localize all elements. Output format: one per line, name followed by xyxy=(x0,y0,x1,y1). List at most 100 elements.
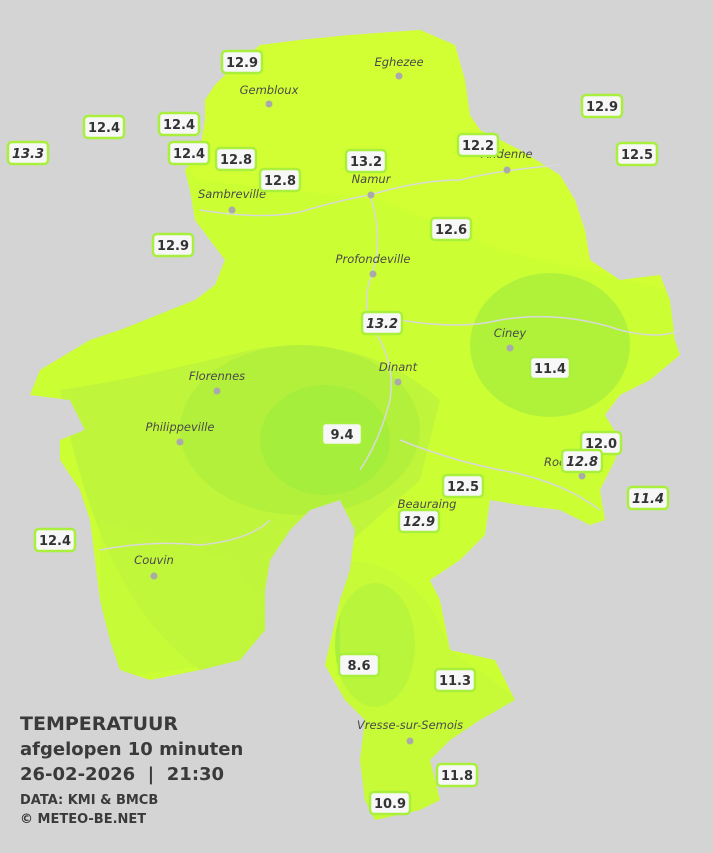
station: 13.2 xyxy=(344,148,388,174)
station-box xyxy=(320,421,364,447)
station-value: 12.8 xyxy=(264,174,296,189)
station-box xyxy=(368,790,412,816)
city-dot xyxy=(503,166,511,174)
station-box xyxy=(337,652,381,678)
station-box xyxy=(615,141,659,167)
station: 13.2 xyxy=(360,310,404,336)
station-box xyxy=(33,527,77,553)
station-value: 12.4 xyxy=(88,121,120,136)
station: 12.8 xyxy=(214,146,258,172)
station: 10.9 xyxy=(368,790,412,816)
station-value: 12.9 xyxy=(226,56,258,71)
station-value: 12.4 xyxy=(39,534,71,549)
legend-datetime: 26-02-2026 | 21:30 xyxy=(20,764,224,785)
station-value: 11.4 xyxy=(534,362,566,377)
station: 12.4 xyxy=(82,114,126,140)
station: 11.4 xyxy=(528,355,572,381)
station-box xyxy=(456,132,500,158)
station: 12.9 xyxy=(151,232,195,258)
station-box xyxy=(435,762,479,788)
city-dot xyxy=(176,438,184,446)
station: 12.9 xyxy=(580,93,624,119)
station-value: 11.4 xyxy=(632,492,664,507)
station: 12.5 xyxy=(615,141,659,167)
city-dot xyxy=(213,387,221,395)
station: 12.4 xyxy=(167,140,211,166)
station-box xyxy=(214,146,258,172)
station-box xyxy=(220,49,264,75)
city-label: Philippeville xyxy=(146,420,215,434)
station-value: 12.2 xyxy=(462,139,494,154)
station-box xyxy=(397,508,441,534)
station: 12.8 xyxy=(258,167,302,193)
city-label: Namur xyxy=(352,172,392,186)
station-value: 9.4 xyxy=(330,428,353,443)
station-box xyxy=(151,232,195,258)
station-value: 12.4 xyxy=(163,118,195,133)
cities: EghezeeGemblouxAndenneNamurSambrevillePr… xyxy=(134,55,601,745)
station-value: 11.8 xyxy=(441,769,473,784)
station-value: 12.9 xyxy=(157,239,189,254)
station: 12.9 xyxy=(220,49,264,75)
station-value: 13.2 xyxy=(366,317,398,332)
city-dot xyxy=(228,206,236,214)
zone xyxy=(100,520,260,680)
station-value: 12.4 xyxy=(173,147,205,162)
station: 12.2 xyxy=(456,132,500,158)
station: 12.5 xyxy=(441,473,485,499)
station-value: 12.5 xyxy=(447,480,479,495)
stations: 12.9 12.4 12.4 13.3 12.4 12.8 12.8 13.2 12.2 12.9… xyxy=(6,49,670,816)
city-label: Eghezee xyxy=(374,55,423,69)
zone xyxy=(470,273,630,417)
station-value: 12.8 xyxy=(566,455,598,470)
station-value: 8.6 xyxy=(347,659,370,674)
legend: TEMPERATUUR afgelopen 10 minuten 26-02-2… xyxy=(20,713,243,827)
station-value: 13.3 xyxy=(12,147,44,162)
station: 12.4 xyxy=(33,527,77,553)
city-dot xyxy=(265,100,273,108)
city-dot xyxy=(150,572,158,580)
station-value: 12.6 xyxy=(435,223,467,238)
station: 13.3 xyxy=(6,140,50,166)
station: 8.6 xyxy=(337,652,381,678)
station: 12.8 xyxy=(560,448,604,474)
station-value: 12.5 xyxy=(621,148,653,163)
station-value: 13.2 xyxy=(350,155,382,170)
station-box xyxy=(157,111,201,137)
station: 9.4 xyxy=(320,421,364,447)
city-label: Florennes xyxy=(189,369,245,383)
station-box xyxy=(433,667,477,693)
station-box xyxy=(6,140,50,166)
station: 11.4 xyxy=(626,485,670,511)
city-label: Profondeville xyxy=(336,252,411,266)
station: 11.8 xyxy=(435,762,479,788)
city-label: Beauraing xyxy=(398,497,457,511)
station-value: 10.9 xyxy=(374,797,406,812)
city-dot xyxy=(406,737,414,745)
city-dot xyxy=(369,270,377,278)
station-value: 12.8 xyxy=(220,153,252,168)
city-label: Vresse-sur-Semois xyxy=(357,718,463,732)
city-dot xyxy=(506,344,514,352)
station-box xyxy=(441,473,485,499)
station: 11.3 xyxy=(433,667,477,693)
station: 12.9 xyxy=(397,508,441,534)
station-box xyxy=(626,485,670,511)
city-dot xyxy=(395,72,403,80)
city-label: Dinant xyxy=(379,360,418,374)
station: 12.6 xyxy=(429,216,473,242)
station-box xyxy=(429,216,473,242)
station-value: 12.0 xyxy=(585,437,617,452)
legend-copyright: © METEO-BE.NET xyxy=(20,812,146,827)
station-value: 11.3 xyxy=(439,674,471,689)
city-label: Ciney xyxy=(494,326,527,340)
city-label: Couvin xyxy=(134,553,174,567)
station-value: 12.9 xyxy=(403,515,435,530)
city-dot xyxy=(394,378,402,386)
legend-title: TEMPERATUUR xyxy=(20,713,178,735)
station-box xyxy=(528,355,572,381)
legend-subtitle: afgelopen 10 minuten xyxy=(20,739,243,760)
station-box xyxy=(258,167,302,193)
city-dot xyxy=(578,472,586,480)
